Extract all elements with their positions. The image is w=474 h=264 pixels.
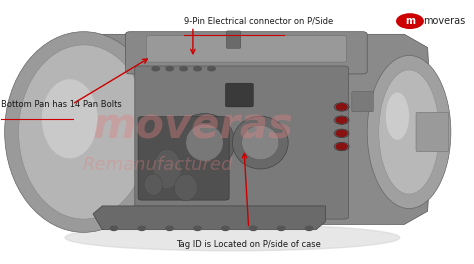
Ellipse shape (379, 70, 439, 194)
Circle shape (110, 226, 118, 230)
Ellipse shape (174, 114, 235, 172)
FancyBboxPatch shape (138, 117, 229, 200)
Circle shape (250, 226, 257, 230)
Circle shape (305, 226, 313, 230)
Text: Bottom Pan has 14 Pan Bolts: Bottom Pan has 14 Pan Bolts (1, 100, 122, 109)
Circle shape (180, 67, 187, 71)
FancyBboxPatch shape (416, 112, 448, 152)
Circle shape (336, 143, 347, 150)
Text: Remanufactured: Remanufactured (83, 156, 233, 174)
Ellipse shape (232, 116, 288, 169)
Circle shape (194, 67, 201, 71)
Text: 9-Pin Electrical connector on P/Side: 9-Pin Electrical connector on P/Side (183, 16, 333, 25)
Circle shape (166, 67, 173, 71)
Circle shape (208, 67, 215, 71)
FancyBboxPatch shape (135, 66, 348, 219)
Circle shape (336, 130, 347, 136)
Text: Tag ID is Located on P/side of case: Tag ID is Located on P/side of case (176, 241, 321, 249)
Ellipse shape (367, 55, 451, 209)
Text: moveras: moveras (92, 106, 293, 148)
Circle shape (277, 226, 285, 230)
Circle shape (396, 13, 424, 29)
Ellipse shape (386, 92, 409, 140)
Ellipse shape (42, 79, 98, 158)
Ellipse shape (18, 45, 149, 219)
Circle shape (336, 104, 347, 110)
Circle shape (222, 226, 229, 230)
Ellipse shape (154, 149, 181, 189)
FancyBboxPatch shape (227, 31, 241, 48)
Ellipse shape (186, 124, 223, 161)
Ellipse shape (65, 224, 400, 251)
Circle shape (138, 226, 146, 230)
Polygon shape (65, 34, 432, 224)
Circle shape (166, 226, 173, 230)
FancyBboxPatch shape (126, 32, 367, 74)
Polygon shape (93, 206, 325, 230)
Ellipse shape (174, 174, 198, 201)
Ellipse shape (5, 32, 163, 232)
Circle shape (194, 226, 201, 230)
FancyBboxPatch shape (352, 92, 373, 112)
Text: m: m (405, 16, 415, 26)
Ellipse shape (242, 125, 279, 160)
Circle shape (152, 67, 159, 71)
Circle shape (336, 117, 347, 123)
FancyBboxPatch shape (146, 36, 346, 62)
FancyBboxPatch shape (226, 83, 253, 107)
Text: moveras: moveras (423, 16, 465, 26)
Ellipse shape (144, 174, 163, 195)
